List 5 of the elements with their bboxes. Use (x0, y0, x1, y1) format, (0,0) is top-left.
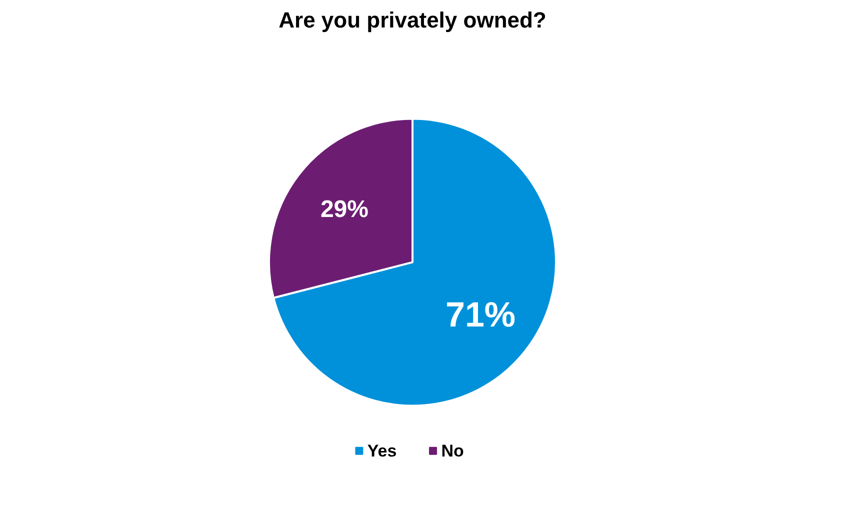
legend-label: Yes (367, 441, 397, 460)
data-label: 29% (320, 196, 368, 223)
chart-title: Are you privately owned? (278, 8, 546, 32)
legend-label: No (441, 441, 464, 460)
data-label: 71% (446, 295, 516, 334)
